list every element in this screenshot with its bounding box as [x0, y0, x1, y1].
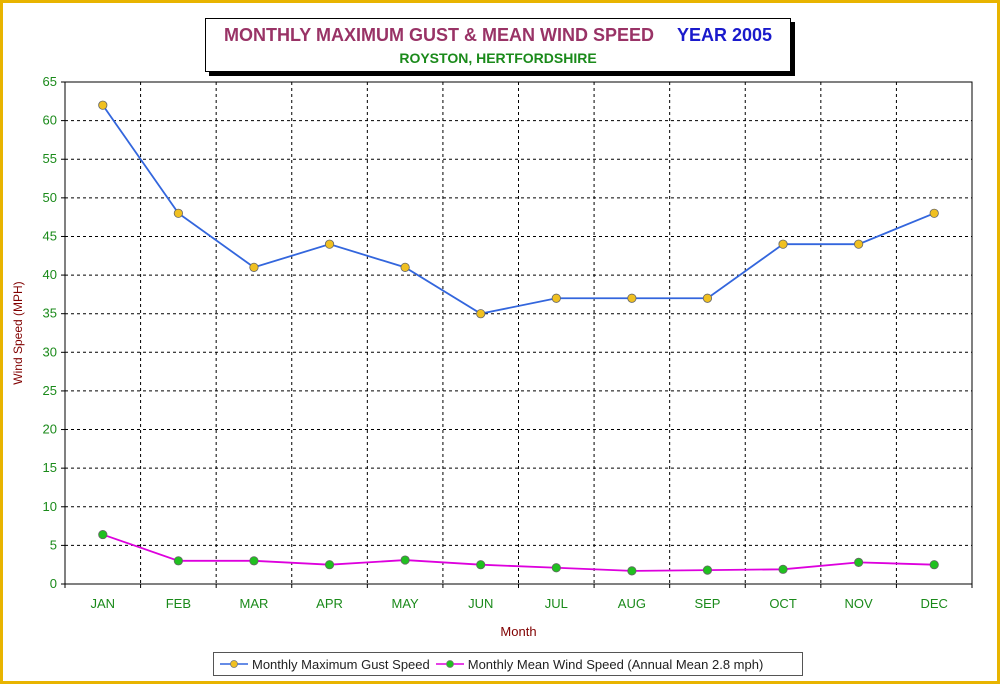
data-point-mean [98, 529, 108, 540]
data-point-mean [324, 560, 335, 570]
y-tick-label: 15 [43, 460, 57, 475]
x-tick-label: MAY [392, 596, 420, 611]
x-tick-label: JAN [91, 596, 116, 611]
data-point-mean [400, 555, 410, 565]
x-tick-label: SEP [694, 596, 720, 611]
x-tick-label: MAR [240, 596, 269, 611]
chart-subtitle: ROYSTON, HERTFORDSHIRE [399, 50, 597, 66]
legend-label-mean: Monthly Mean Wind Speed (Annual Mean 2.8… [467, 656, 764, 672]
data-point-gust [929, 208, 939, 218]
legend-gust-marker-icon [220, 660, 248, 668]
y-tick-label: 55 [43, 151, 57, 166]
x-tick-label: NOV [845, 596, 874, 611]
data-point-mean [854, 557, 864, 567]
title-line: MONTHLY MAXIMUM GUST & MEAN WIND SPEED Y… [206, 25, 790, 46]
data-point-mean [476, 560, 486, 570]
data-point-mean [551, 563, 561, 573]
x-tick-label: JUN [468, 596, 493, 611]
data-point-mean [778, 564, 788, 574]
chart-title: MONTHLY MAXIMUM GUST & MEAN WIND SPEED [223, 25, 654, 45]
series-line-gust [102, 104, 935, 315]
y-tick-label: 30 [43, 344, 57, 359]
y-tick-label: 10 [43, 499, 57, 514]
y-tick-label: 50 [43, 190, 57, 205]
data-point-gust [551, 293, 561, 303]
x-tick-label: AUG [618, 596, 646, 611]
x-tick-label: DEC [920, 596, 947, 611]
data-point-mean [929, 560, 939, 570]
data-point-gust [249, 262, 259, 272]
y-tick-label: 0 [50, 576, 57, 591]
data-point-gust [98, 100, 108, 110]
data-point-gust [400, 262, 410, 272]
y-tick-label: 45 [43, 228, 57, 243]
legend: Monthly Maximum Gust Speed Monthly Mean … [213, 652, 803, 676]
y-axis-label: Wind Speed (MPH) [11, 281, 25, 384]
plot-area [64, 81, 973, 585]
data-point-gust [476, 309, 486, 319]
y-tick-label: 20 [43, 422, 57, 437]
data-point-gust [627, 293, 637, 303]
x-axis-label: Month [500, 624, 536, 639]
legend-label-gust: Monthly Maximum Gust Speed [252, 656, 430, 672]
x-tick-label: JUL [545, 596, 568, 611]
data-point-gust [778, 239, 788, 249]
chart-year: YEAR 2005 [676, 25, 773, 45]
y-tick-label: 25 [43, 383, 57, 398]
y-tick-label: 40 [43, 267, 57, 282]
legend-item-gust: Monthly Maximum Gust Speed [220, 657, 430, 672]
y-tick-label: 5 [50, 537, 57, 552]
x-tick-label: APR [316, 596, 343, 611]
series-line-mean [102, 533, 935, 572]
x-tick-label: FEB [166, 596, 191, 611]
y-tick-label: 65 [43, 74, 57, 89]
y-tick-label: 35 [43, 306, 57, 321]
data-point-mean [249, 556, 259, 566]
data-point-gust [854, 239, 864, 249]
legend-item-mean: Monthly Mean Wind Speed (Annual Mean 2.8… [435, 656, 764, 672]
data-point-mean [627, 566, 637, 576]
data-point-gust [702, 293, 713, 303]
title-box: MONTHLY MAXIMUM GUST & MEAN WIND SPEED Y… [205, 18, 791, 72]
legend-mean-marker-icon [435, 660, 464, 668]
data-point-gust [324, 239, 335, 249]
data-point-mean [173, 556, 183, 566]
y-tick-label: 60 [43, 113, 57, 128]
data-point-mean [702, 565, 713, 575]
data-point-gust [173, 208, 183, 218]
x-tick-label: OCT [769, 596, 797, 611]
